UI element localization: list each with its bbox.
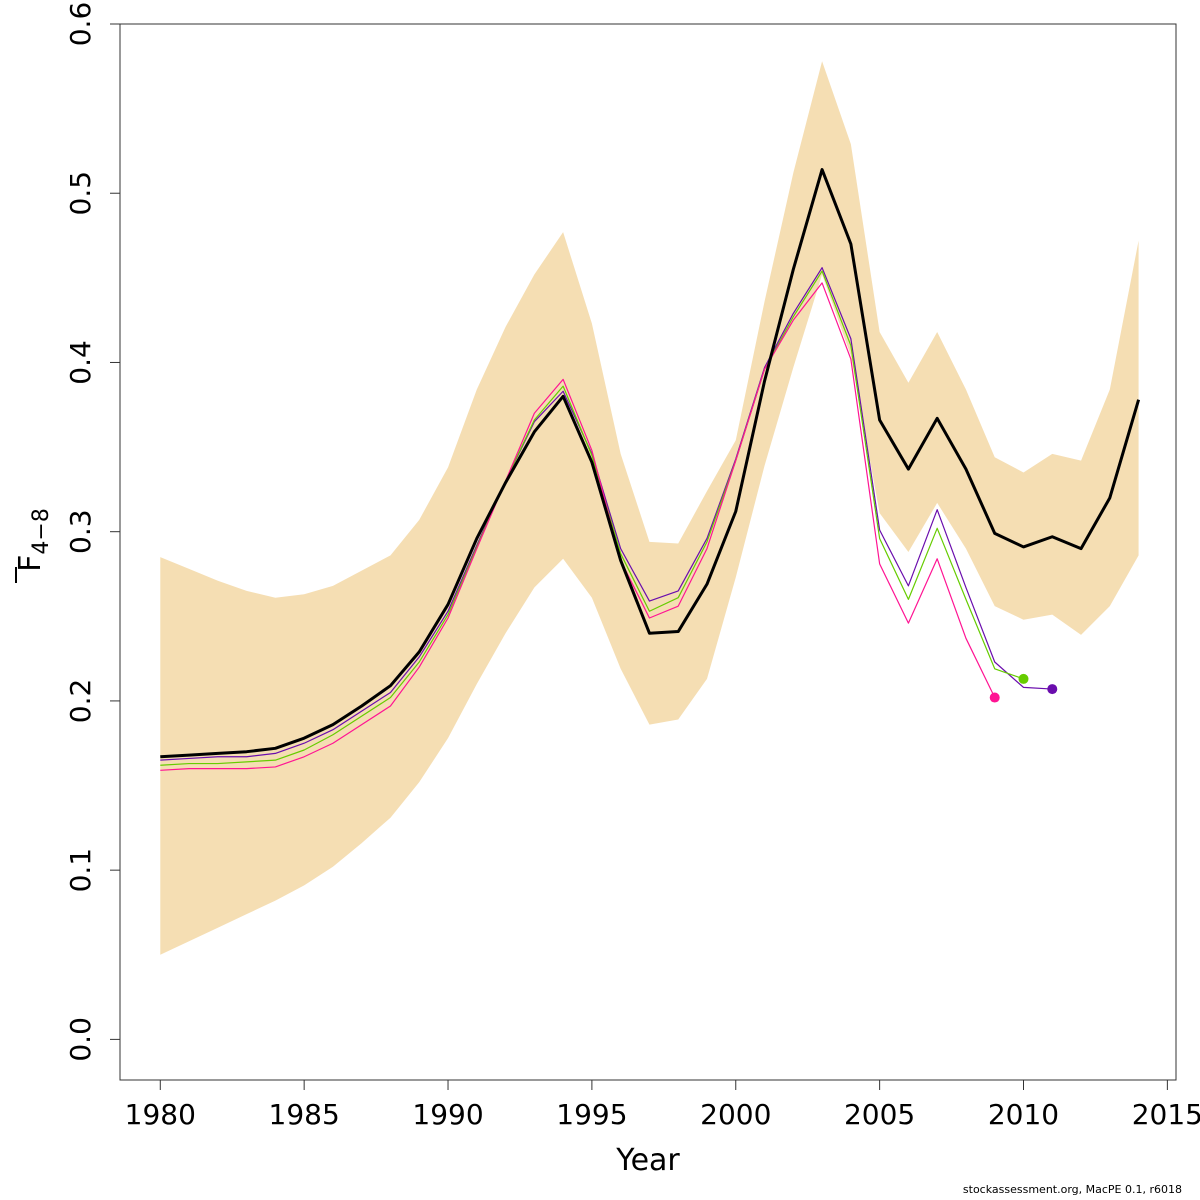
series-line — [160, 267, 1053, 761]
y-tick-label: 0.0 — [64, 1017, 97, 1062]
x-tick-label: 1990 — [412, 1098, 483, 1131]
series-line — [160, 168, 1141, 759]
y-tick-label: 0.6 — [64, 2, 97, 47]
svg-text:F4−8: F4−8 — [13, 508, 54, 572]
x-tick-label: 1995 — [556, 1098, 627, 1131]
footer-credit: stockassessment.org, MacPE 0.1, r6018 — [962, 1183, 1182, 1196]
x-tick-label: 2000 — [700, 1098, 771, 1131]
y-tick-label: 0.5 — [64, 171, 97, 216]
x-tick-label: 1985 — [269, 1098, 340, 1131]
x-tick-label: 2005 — [844, 1098, 915, 1131]
x-tick-label: 2010 — [988, 1098, 1059, 1131]
x-axis-title: Year — [615, 1143, 680, 1178]
y-tick-label: 0.3 — [64, 509, 97, 554]
x-tick-label: 1980 — [125, 1098, 196, 1131]
series-endpoint-marker — [989, 692, 1000, 703]
y-axis-title-subscript: 4−8 — [29, 508, 54, 554]
y-axis-title: F4−8 — [13, 508, 54, 583]
axes: 1980 1985 1990 1995 2000 2005 2010 2015 0.0 0.1 0.… — [64, 2, 1200, 1131]
series-line — [160, 270, 1024, 766]
plot-frame — [119, 23, 1177, 1081]
y-tick-label: 0.4 — [64, 340, 97, 385]
plot-area — [160, 61, 1141, 955]
x-tick-label: 2015 — [1132, 1098, 1200, 1131]
y-tick-label: 0.1 — [64, 848, 97, 893]
series-endpoint-marker — [1047, 684, 1058, 695]
y-axis-title-main: F — [13, 555, 48, 572]
series-line — [160, 282, 996, 771]
confidence-band — [160, 61, 1139, 955]
y-tick-label: 0.2 — [64, 679, 97, 724]
series-endpoint-marker — [1018, 673, 1029, 684]
